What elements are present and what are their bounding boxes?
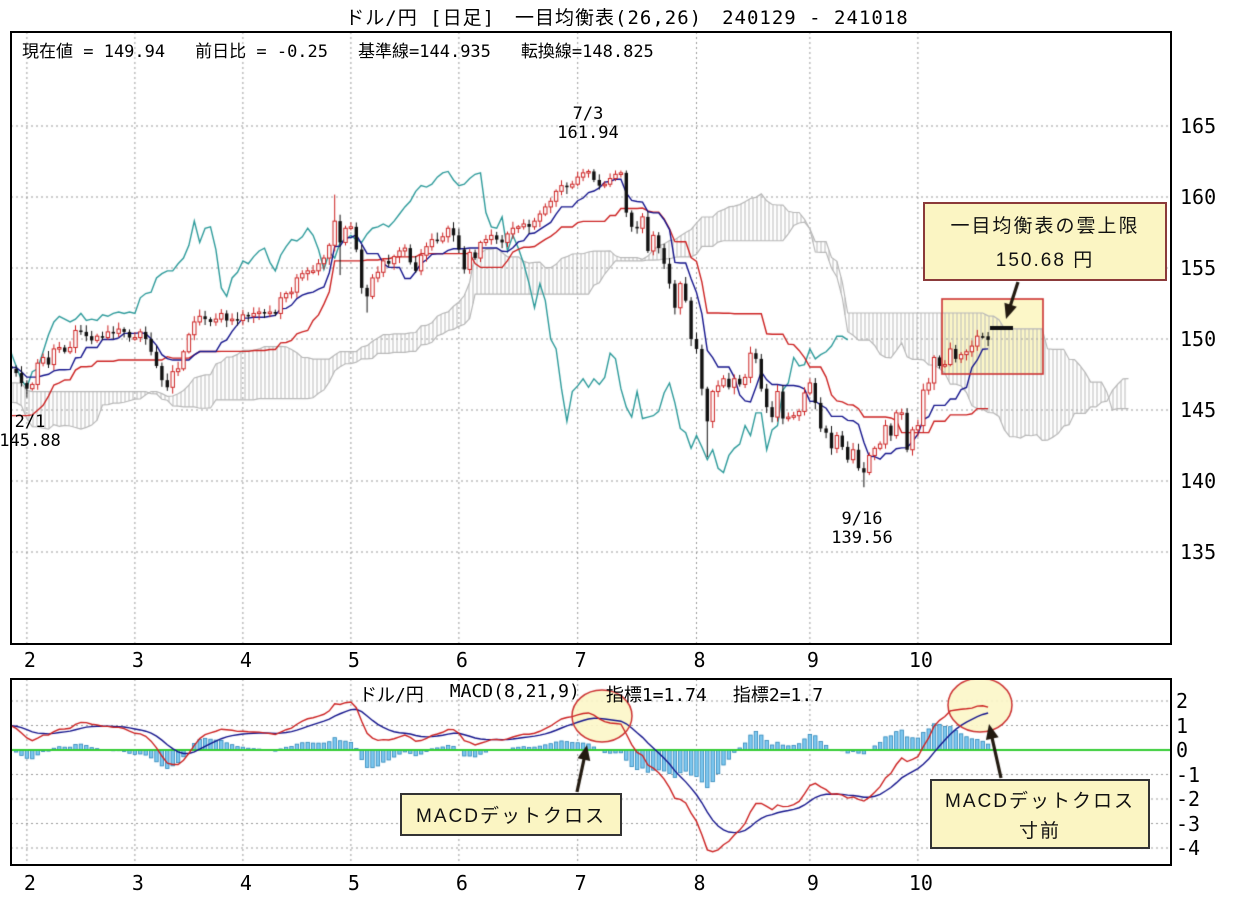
macd-metric1: 指標1=1.74 [605,685,707,706]
macd-y-axis-label: -3 [1176,811,1201,836]
macd-x-axis-label: 8 [693,871,706,895]
main-y-axis-label: 155 [1180,256,1217,280]
main-y-axis-label: 135 [1180,540,1217,564]
macd-y-axis-label: 0 [1176,738,1189,762]
macd-y-axis-label: -2 [1176,787,1201,811]
main-x-axis-label: 6 [455,648,468,672]
bottom-date: 9/16 [841,509,883,529]
macd-x-axis-label: 3 [131,871,144,895]
macd-deadcross-callout: MACDデットクロス [400,793,622,836]
main-y-axis-label: 165 [1180,114,1217,138]
kijun-line-value: 基準線=144.935 [358,42,491,62]
macd-deadcross-label: MACDデットクロス [416,806,606,827]
macd-y-axis-label: 1 [1176,713,1189,738]
macd-x-axis-label: 5 [347,871,360,895]
peak-price: 161.94 [557,123,619,143]
bottom-price: 139.56 [831,528,893,548]
macd-x-axis-label: 7 [574,871,587,895]
macd-y-axis-label: -4 [1176,836,1201,860]
macd-nearcross-callout: MACDデットクロス 寸前 [930,779,1150,849]
macd-nearcross-line2: 寸前 [1018,820,1061,842]
main-x-axis-label: 10 [908,648,933,672]
macd-indicator-label: MACD(8,21,9) [449,681,580,702]
main-y-axis-label: 145 [1180,398,1217,422]
macd-pair-label: ドル/円 [358,685,424,706]
start-low-annotation: 2/1 145.88 [0,413,72,451]
macd-x-axis-label: 4 [239,871,252,895]
start-low-date: 2/1 [14,412,46,432]
main-x-axis-label: 3 [131,648,144,672]
bottom-annotation: 9/16 139.56 [820,510,904,548]
main-x-axis-label: 5 [347,648,360,672]
cloud-callout-line2: 150.68 円 [995,250,1095,271]
main-y-axis-label: 140 [1180,469,1217,493]
daily-change-value: 前日比 = -0.25 [195,42,329,62]
macd-nearcross-line1: MACDデットクロス [945,790,1135,812]
main-x-axis-label: 9 [806,648,819,672]
macd-chart-frame [10,678,1172,866]
current-price-value: 現在値 = 149.94 [22,42,166,62]
macd-metric2: 指標2=1.7 [732,685,824,706]
cloud-callout-line1: 一目均衡表の雲上限 [950,216,1140,237]
peak-annotation: 7/3 161.94 [546,105,630,143]
main-x-axis-label: 7 [574,648,587,672]
macd-y-axis-label: -1 [1176,762,1201,787]
main-y-axis-label: 160 [1180,185,1217,209]
cloud-upper-limit-callout: 一目均衡表の雲上限 150.68 円 [923,202,1167,281]
status-bar: 現在値 = 149.94 前日比 = -0.25 基準線=144.935 転換線… [22,37,654,62]
main-chart-frame [10,31,1172,645]
main-x-axis-label: 4 [239,648,252,672]
macd-x-axis-label: 10 [908,871,933,895]
tenkan-line-value: 転換線=148.825 [520,42,654,62]
peak-date: 7/3 [572,104,604,124]
macd-x-axis-label: 6 [455,871,468,895]
start-low-price: 145.88 [0,431,61,451]
chart-title: ドル/円 [日足] 一目均衡表(26,26) 240129 - 241018 [345,7,909,29]
main-x-axis-label: 2 [23,648,36,672]
macd-y-axis-label: 2 [1176,689,1189,713]
main-y-axis-label: 150 [1180,327,1217,351]
macd-x-axis-label: 2 [23,871,36,895]
main-x-axis-label: 8 [693,648,706,672]
macd-title: ドル/円 MACD(8,21,9) 指標1=1.74 指標2=1.7 [10,681,1172,707]
macd-x-axis-label: 9 [806,871,819,895]
